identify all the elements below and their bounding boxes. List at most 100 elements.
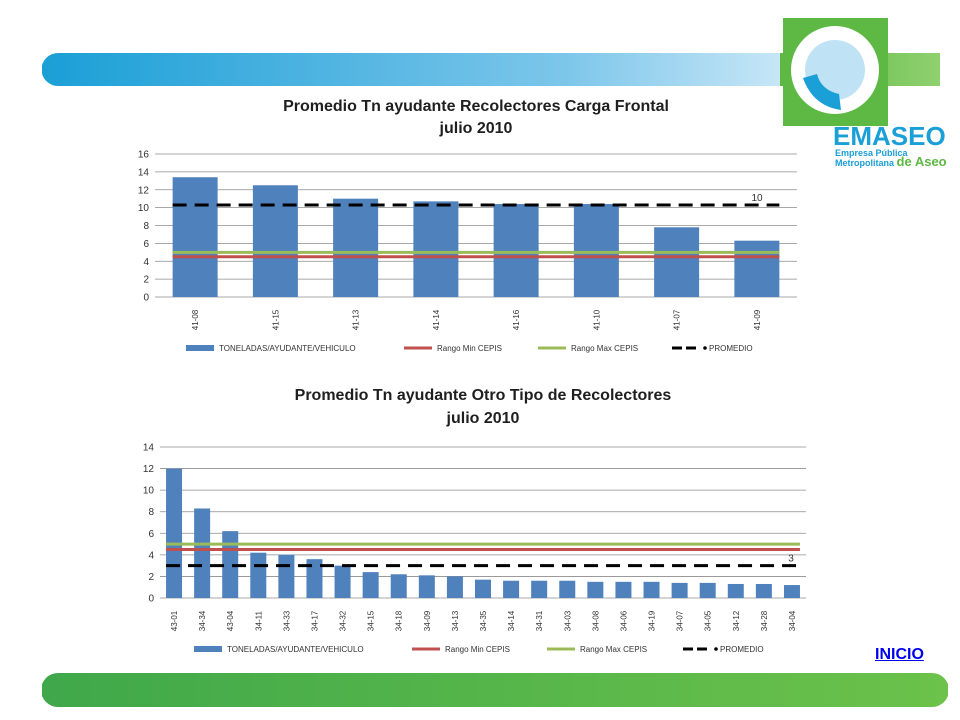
x-tick-label: 34-14	[507, 610, 516, 631]
emaseo-logo: ✦ EMASEO Empresa Pública Metropolitana d…	[783, 18, 947, 168]
bar	[418, 575, 435, 598]
bar	[334, 565, 351, 598]
x-tick-label: 34-19	[648, 610, 657, 631]
x-tick-label: 34-09	[423, 610, 432, 631]
legend-marker	[703, 346, 707, 350]
footer-band	[42, 673, 948, 707]
bar	[446, 576, 463, 598]
y-tick-label: 2	[143, 275, 149, 286]
bar	[475, 579, 491, 598]
sparkle-icon: ✦	[855, 89, 867, 105]
x-tick-label: 43-04	[226, 610, 235, 631]
legend-label: PROMEDIO	[720, 645, 764, 654]
x-tick-label: 34-32	[339, 610, 348, 631]
y-tick-label: 0	[148, 594, 154, 605]
bar	[413, 201, 459, 297]
bar	[699, 582, 716, 598]
y-tick-label: 10	[138, 203, 150, 214]
data-label: 10	[751, 193, 763, 204]
x-tick-label: 34-12	[732, 610, 741, 631]
y-tick-label: 12	[143, 464, 155, 475]
x-tick-label: 41-15	[271, 309, 280, 330]
legend-label: PROMEDIO	[709, 344, 753, 353]
x-tick-label: 41-07	[673, 309, 682, 330]
bar	[362, 572, 379, 598]
y-tick-label: 6	[143, 239, 149, 250]
y-tick-label: 12	[138, 185, 150, 196]
x-tick-label: 34-08	[591, 610, 600, 631]
x-tick-label: 41-08	[191, 309, 200, 330]
x-tick-label: 43-01	[170, 610, 179, 631]
legend-marker	[714, 647, 718, 651]
header-band	[42, 53, 787, 86]
bar	[783, 585, 800, 598]
bar	[587, 581, 604, 598]
x-tick-label: 34-35	[479, 610, 488, 631]
legend-label: Rango Min CEPIS	[445, 645, 510, 654]
bar	[250, 552, 267, 598]
x-tick-label: 34-34	[198, 610, 207, 631]
logo-line1: Empresa Pública	[835, 148, 909, 158]
bar	[333, 198, 379, 297]
bar	[755, 583, 772, 598]
bar	[222, 531, 239, 598]
chart-subtitle: julio 2010	[439, 120, 513, 137]
x-tick-label: 34-17	[310, 610, 319, 631]
data-label: 3	[788, 554, 794, 565]
x-tick-label: 34-06	[619, 610, 628, 631]
x-tick-label: 41-09	[753, 309, 762, 330]
x-tick-label: 34-11	[254, 611, 263, 631]
x-tick-label: 34-03	[563, 610, 572, 631]
y-tick-label: 2	[148, 572, 154, 583]
logo-swoosh	[803, 74, 841, 110]
y-tick-label: 0	[143, 293, 149, 304]
y-tick-label: 10	[143, 486, 155, 497]
x-tick-label: 41-16	[512, 309, 521, 330]
bar	[727, 583, 744, 598]
logo-line2: Metropolitana de Aseo	[835, 154, 947, 168]
bar	[493, 204, 539, 297]
x-tick-label: 34-05	[704, 610, 713, 631]
x-tick-label: 34-13	[451, 610, 460, 631]
bar	[559, 580, 576, 598]
x-tick-label: 34-18	[395, 610, 404, 631]
y-tick-label: 14	[143, 443, 155, 454]
bar	[166, 468, 183, 598]
x-tick-label: 34-33	[282, 610, 291, 631]
y-tick-label: 4	[143, 257, 149, 268]
legend-label: Rango Min CEPIS	[437, 344, 502, 353]
y-tick-label: 4	[148, 550, 154, 561]
inicio-link[interactable]: INICIO	[875, 646, 924, 663]
bar	[503, 580, 520, 598]
legend-label: TONELADAS/AYUDANTE/VEHICULO	[227, 645, 364, 654]
bar	[390, 574, 407, 598]
y-tick-label: 6	[148, 529, 154, 540]
x-tick-label: 41-13	[352, 309, 361, 330]
chart-title: Promedio Tn ayudante Otro Tipo de Recole…	[295, 387, 672, 404]
legend-label: Rango Max CEPIS	[571, 344, 638, 353]
y-tick-label: 14	[138, 167, 150, 178]
bar	[278, 554, 295, 598]
x-tick-label: 34-15	[367, 610, 376, 631]
bar	[654, 227, 700, 297]
bar	[531, 580, 548, 598]
bar	[615, 581, 632, 598]
bar	[306, 559, 323, 598]
legend-label: TONELADAS/AYUDANTE/VEHICULO	[219, 344, 356, 353]
bar	[194, 508, 211, 598]
x-tick-label: 34-28	[760, 610, 769, 631]
legend-label: Rango Max CEPIS	[580, 645, 647, 654]
y-tick-label: 16	[138, 150, 150, 161]
y-tick-label: 8	[148, 507, 154, 518]
bar	[172, 177, 218, 297]
x-tick-label: 41-14	[432, 309, 441, 330]
x-tick-label: 34-04	[788, 610, 797, 631]
x-tick-label: 41-10	[592, 309, 601, 330]
bar	[643, 581, 660, 598]
bar	[671, 582, 688, 598]
chart-title: Promedio Tn ayudante Recolectores Carga …	[283, 98, 669, 115]
x-tick-label: 34-31	[535, 610, 544, 631]
logo-wordmark: EMASEO	[833, 121, 946, 151]
